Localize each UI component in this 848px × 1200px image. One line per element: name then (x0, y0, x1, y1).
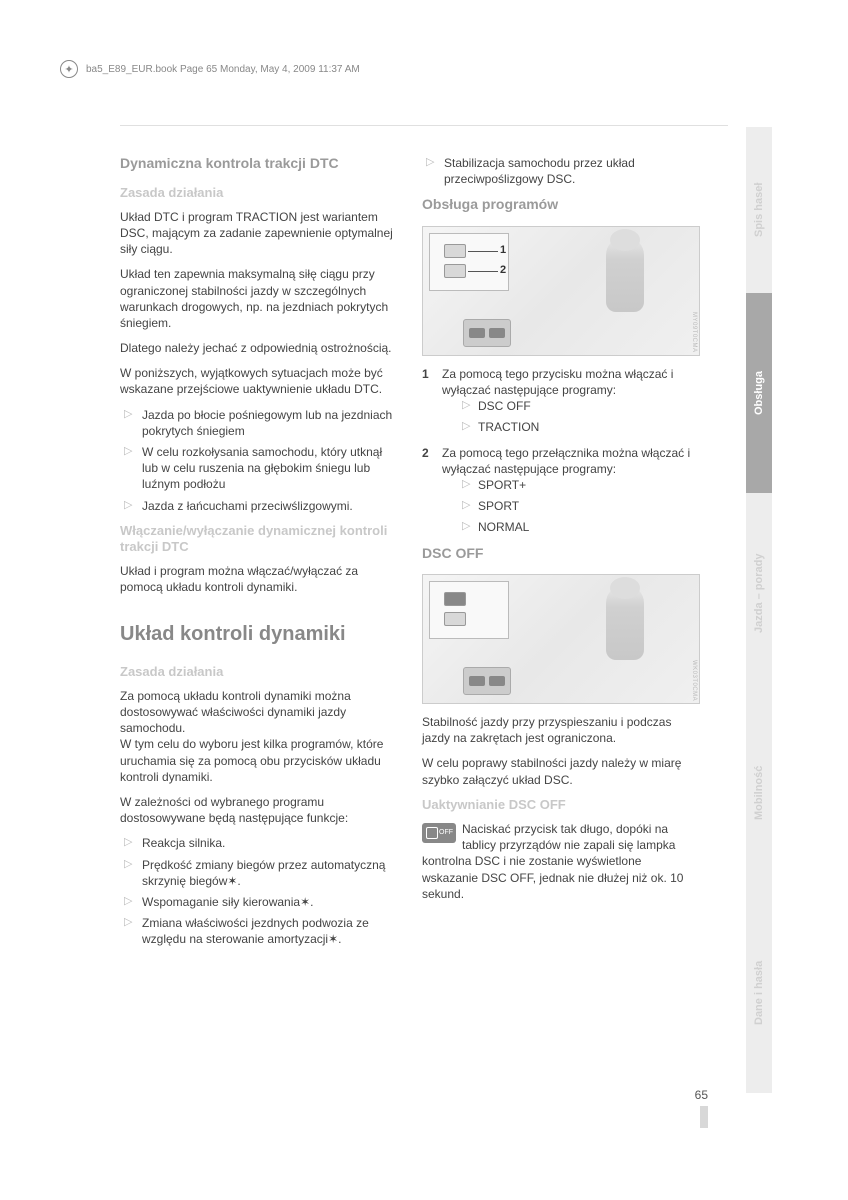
list-item: Jazda z łańcuchami przeciwślizgowymi. (120, 498, 398, 514)
side-tabs: Spis haseł Obsługa Jazda – porady Mobiln… (746, 127, 774, 1093)
figure-console-buttons (463, 667, 511, 695)
figure-controls: 1 2 MY09T0CMA (422, 226, 700, 356)
paragraph: Dlatego należy jechać z odpowiednią ostr… (120, 340, 398, 356)
list-item: NORMAL (442, 519, 700, 535)
list-item: W celu rozkołysania samochodu, który utk… (120, 444, 398, 493)
heading-uklad: Układ kontroli dynamiki (120, 622, 398, 646)
figure-button (444, 612, 466, 626)
figure-inset (429, 581, 509, 639)
figure-button-active (444, 592, 466, 606)
list-marker: 2 (422, 445, 429, 461)
bullet-sublist: SPORT+ SPORT NORMAL (442, 477, 700, 536)
bullet-sublist: DSC OFF TRACTION (442, 398, 700, 435)
paragraph-text: Naciskać przycisk tak długo, dopóki na t… (422, 822, 683, 901)
heading-zasada-2: Zasada działania (120, 664, 398, 680)
figure-gear-shifter (606, 585, 644, 660)
list-item: SPORT (442, 498, 700, 514)
numbered-list: 1 Za pomocą tego przycisku można włączać… (422, 366, 700, 536)
callout-label-1: 1 (500, 244, 506, 256)
tab-mobilnosc[interactable]: Mobilność (746, 693, 774, 893)
list-item: 1 Za pomocą tego przycisku można włączać… (422, 366, 700, 436)
dsc-off-button-icon (422, 823, 456, 843)
paragraph: W zależności od wybranego programu dosto… (120, 794, 398, 826)
crop-icon: ✦ (60, 60, 78, 78)
list-marker: 1 (422, 366, 429, 382)
figure-console-buttons (463, 319, 511, 347)
list-item: Zmiana właściwości jezdnych podwozia ze … (120, 915, 398, 947)
list-item: DSC OFF (442, 398, 700, 414)
header-rule (120, 125, 728, 126)
paragraph: Stabilność jazdy przy przyspieszaniu i p… (422, 714, 700, 746)
heading-obsluga: Obsługa programów (422, 196, 700, 214)
left-column: Dynamiczna kontrola trakcji DTC Zasada d… (120, 155, 398, 957)
heading-zasada-1: Zasada działania (120, 185, 398, 201)
paragraph: Układ DTC i program TRACTION jest warian… (120, 209, 398, 258)
figure-code: MY09T0CMA (691, 312, 697, 353)
heading-dsc-off: DSC OFF (422, 545, 700, 563)
page-number: 65 (695, 1088, 708, 1102)
figure-button-2 (444, 264, 466, 278)
list-item: Wspomaganie siły kierowania✶. (120, 894, 398, 910)
heading-wlaczanie: Włączanie/wyłączanie dynamicznej kontrol… (120, 523, 398, 556)
bullet-list: Stabilizacja samochodu przez układ przec… (422, 155, 700, 187)
bullet-list: Jazda po błocie pośniegowym lub na jezdn… (120, 407, 398, 514)
paragraph: Układ ten zapewnia maksymalną siłę ciągu… (120, 266, 398, 331)
list-item: Jazda po błocie pośniegowym lub na jezdn… (120, 407, 398, 439)
paragraph: Za pomocą układu kontroli dynamiki można… (120, 688, 398, 785)
tab-spis-hasel[interactable]: Spis haseł (746, 127, 774, 293)
figure-button-1 (444, 244, 466, 258)
print-header: ✦ ba5_E89_EUR.book Page 65 Monday, May 4… (60, 60, 788, 78)
content-area: Dynamiczna kontrola trakcji DTC Zasada d… (120, 155, 700, 957)
heading-uaktywnianie: Uaktywnianie DSC OFF (422, 797, 700, 813)
callout-line (468, 251, 498, 252)
right-column: Stabilizacja samochodu przez układ przec… (422, 155, 700, 957)
tab-obsluga[interactable]: Obsługa (746, 293, 774, 493)
heading-dtc: Dynamiczna kontrola trakcji DTC (120, 155, 398, 173)
page-indicator-bar (700, 1106, 708, 1128)
list-item: Prędkość zmiany biegów przez automatyczn… (120, 857, 398, 889)
list-text: Za pomocą tego przełącznika można włącza… (442, 446, 690, 476)
list-text: Za pomocą tego przycisku można włączać i… (442, 367, 673, 397)
paragraph-with-icon: Naciskać przycisk tak długo, dopóki na t… (422, 821, 700, 902)
callout-line (468, 271, 498, 272)
tab-jazda-porady[interactable]: Jazda – porady (746, 493, 774, 693)
figure-code: WK03T0CMA (691, 660, 697, 701)
list-item: Stabilizacja samochodu przez układ przec… (422, 155, 700, 187)
callout-label-2: 2 (500, 264, 506, 276)
tab-dane-i-hasla[interactable]: Dane i hasła (746, 893, 774, 1093)
figure-dsc-off: WK03T0CMA (422, 574, 700, 704)
paragraph: W celu poprawy stabilności jazdy należy … (422, 755, 700, 787)
paragraph: Układ i program można włączać/wyłączać z… (120, 563, 398, 595)
list-item: Reakcja silnika. (120, 835, 398, 851)
print-header-text: ba5_E89_EUR.book Page 65 Monday, May 4, … (86, 64, 360, 75)
bullet-list: Reakcja silnika. Prędkość zmiany biegów … (120, 835, 398, 947)
list-item: 2 Za pomocą tego przełącznika można włąc… (422, 445, 700, 536)
list-item: SPORT+ (442, 477, 700, 493)
paragraph: W poniższych, wyjątkowych sytuacjach moż… (120, 365, 398, 397)
figure-inset: 1 2 (429, 233, 509, 291)
list-item: TRACTION (442, 419, 700, 435)
figure-gear-shifter (606, 237, 644, 312)
